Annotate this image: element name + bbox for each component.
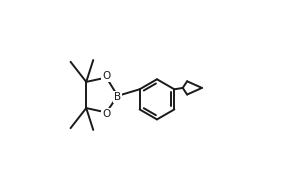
Text: O: O	[102, 109, 110, 119]
Text: O: O	[102, 71, 110, 81]
Text: B: B	[114, 92, 121, 102]
